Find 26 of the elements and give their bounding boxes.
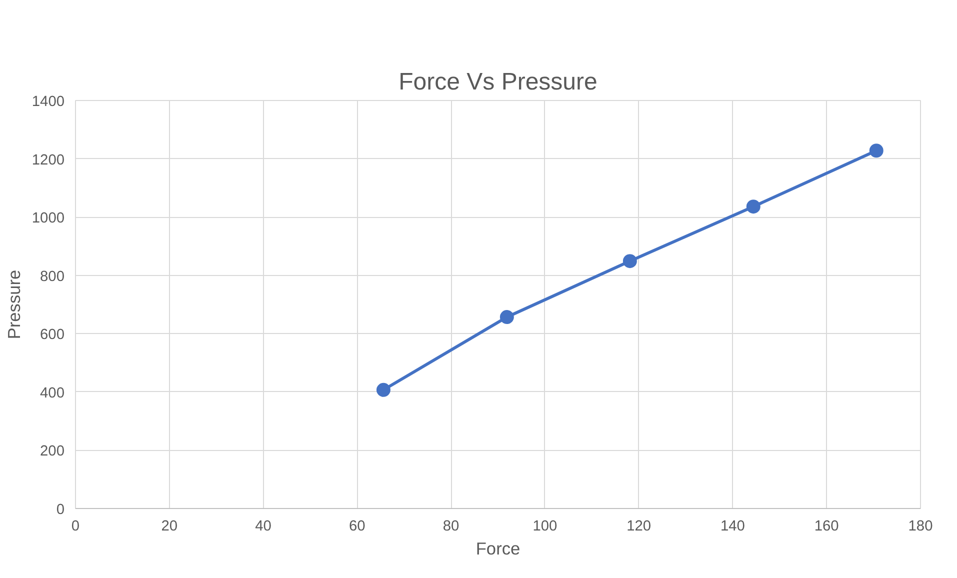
point: [376, 382, 390, 397]
y-tick-label: 400: [40, 385, 65, 402]
y-tick-label: 1400: [32, 94, 65, 110]
y-axis-title: Pressure: [4, 270, 24, 340]
x-tick-label: 140: [720, 518, 745, 534]
y-tick-label: 600: [40, 327, 65, 344]
point: [500, 310, 514, 324]
y-tick-label: 1000: [32, 210, 65, 227]
y-tick-label: 800: [40, 268, 65, 285]
x-tick-label: 160: [814, 518, 839, 534]
y-tick-label: 200: [40, 444, 65, 460]
x-tick-label: 60: [349, 518, 366, 534]
chart-title: Force Vs Pressure: [398, 68, 598, 96]
y-tick-label: 0: [56, 502, 65, 518]
y-tick-label: 1200: [32, 152, 65, 168]
x-axis-title: Force: [476, 538, 520, 558]
x-tick-label: 80: [442, 518, 460, 534]
x-tick-label: 0: [71, 518, 80, 534]
x-tick-label: 180: [908, 518, 933, 534]
x-tick-label: 120: [626, 518, 652, 534]
x-tick-label: 100: [532, 518, 558, 534]
point: [746, 200, 760, 214]
point: [622, 254, 637, 268]
x-tick-label: 40: [255, 518, 272, 534]
point: [869, 144, 884, 158]
x-tick-label: 20: [161, 518, 178, 534]
